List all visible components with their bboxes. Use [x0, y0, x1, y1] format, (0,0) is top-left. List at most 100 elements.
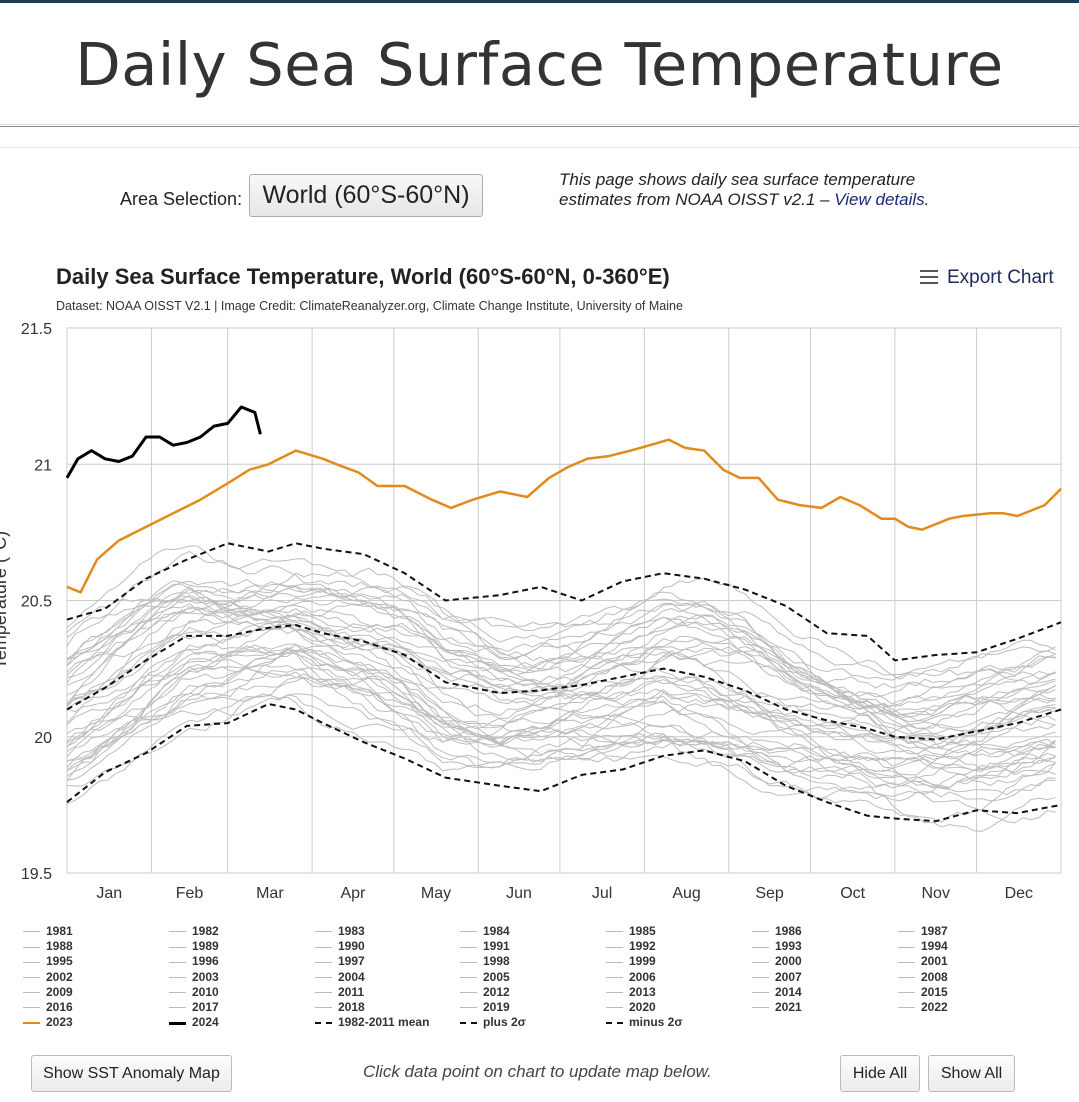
- legend-item[interactable]: 1988: [23, 939, 73, 953]
- legend-swatch: [752, 961, 769, 963]
- legend-item[interactable]: 2002: [23, 970, 73, 984]
- series-line-plus-2-: [66, 542, 1062, 662]
- show-all-button[interactable]: Show All: [928, 1055, 1015, 1092]
- legend-item[interactable]: 1995: [23, 954, 73, 968]
- legend-item[interactable]: 1990: [315, 939, 365, 953]
- legend-item[interactable]: 2009: [23, 985, 73, 999]
- legend-label: 2016: [46, 1000, 73, 1014]
- page-title: Daily Sea Surface Temperature: [75, 30, 1004, 99]
- legend-item[interactable]: 1994: [898, 939, 948, 953]
- legend-item[interactable]: 2024: [169, 1015, 219, 1029]
- year-line: [66, 587, 1056, 708]
- legend-label: 1994: [921, 939, 948, 954]
- legend-item[interactable]: 1998: [460, 954, 510, 968]
- legend-item[interactable]: 2007: [752, 970, 802, 984]
- legend-item[interactable]: 2023: [23, 1015, 73, 1029]
- legend-label: 2012: [483, 984, 510, 999]
- legend-label: 1999: [629, 954, 656, 969]
- area-select[interactable]: World (60°S-60°N): [249, 174, 483, 217]
- legend-item[interactable]: 2018: [315, 1000, 365, 1014]
- legend-swatch: [169, 1021, 186, 1025]
- legend-item[interactable]: 2017: [169, 1000, 219, 1014]
- year-line: [66, 621, 1056, 755]
- legend-item[interactable]: 1985: [606, 924, 656, 938]
- legend-swatch: [23, 1022, 40, 1025]
- legend-item[interactable]: 2021: [752, 1000, 802, 1014]
- legend-label: 2019: [483, 1000, 510, 1014]
- export-chart-button[interactable]: Export Chart: [920, 267, 1054, 289]
- legend-swatch: [898, 1007, 915, 1009]
- legend-item[interactable]: 1993: [752, 939, 802, 953]
- legend-item[interactable]: 2000: [752, 954, 802, 968]
- year-line: [66, 623, 1056, 762]
- legend-swatch: [752, 976, 769, 978]
- legend-label: 2000: [775, 954, 802, 969]
- legend-item[interactable]: 2005: [460, 970, 510, 984]
- legend-item[interactable]: plus 2σ: [460, 1015, 526, 1029]
- legend-label: 2003: [192, 969, 219, 984]
- legend-swatch: [606, 946, 623, 948]
- series-line-2023: [66, 438, 1062, 594]
- legend-label: 2022: [921, 1000, 948, 1014]
- legend-item[interactable]: 1997: [315, 954, 365, 968]
- legend-item[interactable]: 1996: [169, 954, 219, 968]
- legend-label: 2002: [46, 969, 73, 984]
- legend-swatch: [169, 992, 186, 994]
- legend-label: 1985: [629, 924, 656, 938]
- legend-item[interactable]: 2011: [315, 985, 364, 999]
- legend-swatch: [460, 931, 477, 933]
- legend-label: 1981: [46, 924, 73, 938]
- legend-label: 2014: [775, 984, 802, 999]
- sst-line-chart[interactable]: 19.5 20 20.5 21 21.5 Jan Feb Mar Apr May Jun Jul Aug…: [0, 315, 1079, 915]
- historical-year-lines: [66, 545, 1056, 832]
- legend-swatch: [752, 1007, 769, 1009]
- legend-item[interactable]: 1982-2011 mean: [315, 1015, 429, 1029]
- legend-item[interactable]: 2022: [898, 1000, 948, 1014]
- legend-item[interactable]: 2013: [606, 985, 656, 999]
- legend-swatch: [460, 961, 477, 963]
- legend-item[interactable]: 2003: [169, 970, 219, 984]
- legend-swatch: [315, 946, 332, 948]
- year-line: [66, 610, 1056, 750]
- show-sst-anomaly-map-button[interactable]: Show SST Anomaly Map: [31, 1055, 232, 1092]
- legend-item[interactable]: 2004: [315, 970, 365, 984]
- legend-item[interactable]: 1983: [315, 924, 365, 938]
- legend-item[interactable]: 2012: [460, 985, 510, 999]
- legend-label: 1988: [46, 939, 73, 954]
- x-tick-label: Jun: [506, 885, 532, 902]
- legend-item[interactable]: 2010: [169, 985, 219, 999]
- legend-item[interactable]: 2019: [460, 1000, 510, 1014]
- legend-item[interactable]: 2006: [606, 970, 656, 984]
- legend-item[interactable]: 1984: [460, 924, 510, 938]
- legend-label: minus 2σ: [629, 1015, 683, 1030]
- legend-swatch: [169, 1007, 186, 1009]
- legend-item[interactable]: 1991: [460, 939, 510, 953]
- legend-item[interactable]: 1987: [898, 924, 948, 938]
- year-line: [66, 643, 1056, 767]
- legend-item[interactable]: minus 2σ: [606, 1015, 683, 1029]
- x-tick-label: Jul: [592, 885, 612, 902]
- legend-item[interactable]: 1989: [169, 939, 219, 953]
- legend-item[interactable]: 2015: [898, 985, 948, 999]
- legend-item[interactable]: 2020: [606, 1000, 656, 1014]
- legend-item[interactable]: 2008: [898, 970, 948, 984]
- y-axis-label: Temperature (°C): [0, 531, 10, 669]
- view-details-link[interactable]: View details: [834, 190, 925, 209]
- year-line: [66, 667, 1056, 802]
- legend-swatch: [23, 931, 40, 933]
- legend-label: 2023: [46, 1015, 73, 1030]
- legend-label: plus 2σ: [483, 1015, 526, 1030]
- legend-swatch: [23, 1007, 40, 1009]
- legend-item[interactable]: 2014: [752, 985, 802, 999]
- legend-item[interactable]: 2016: [23, 1000, 73, 1014]
- legend-swatch: [315, 1022, 332, 1025]
- legend-label: 2004: [338, 969, 365, 984]
- legend-item[interactable]: 1992: [606, 939, 656, 953]
- hide-all-button[interactable]: Hide All: [840, 1055, 920, 1092]
- legend-item[interactable]: 1981: [23, 924, 73, 938]
- legend-item[interactable]: 1999: [606, 954, 656, 968]
- legend-item[interactable]: 1982: [169, 924, 219, 938]
- legend-swatch: [752, 992, 769, 994]
- legend-item[interactable]: 1986: [752, 924, 802, 938]
- legend-item[interactable]: 2001: [898, 954, 948, 968]
